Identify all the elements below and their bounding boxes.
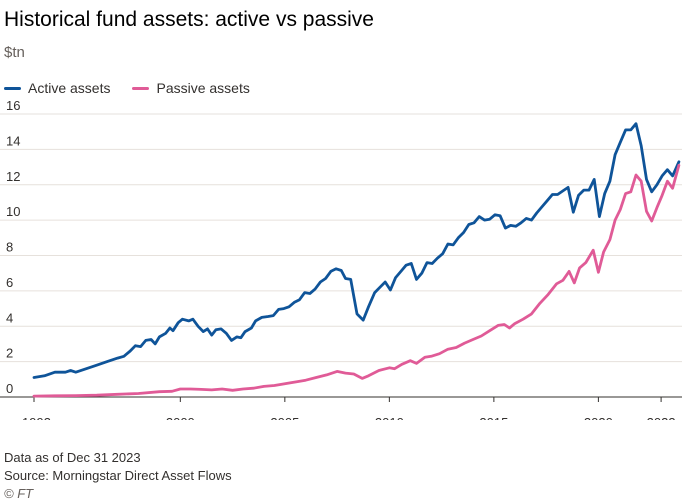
y-tick-label-12: 12 [6, 169, 20, 184]
legend-label-active: Active assets [28, 80, 111, 96]
y-tick-label-2: 2 [6, 346, 13, 361]
legend: Active assets Passive assets [4, 80, 272, 96]
y-tick-label-4: 4 [6, 310, 13, 325]
y-tick-label-10: 10 [6, 204, 20, 219]
data-note: Data as of Dec 31 2023 [4, 450, 141, 465]
y-tick-label-6: 6 [6, 275, 13, 290]
x-axis-ticks: 1993 2000 2005 2010 2015 2020 2023 [22, 397, 676, 420]
legend-item-passive: Passive assets [132, 80, 250, 96]
x-tick-label-2000: 2000 [166, 415, 195, 420]
source-note: Source: Morningstar Direct Asset Flows [4, 468, 232, 483]
footer: Data as of Dec 31 2023 Source: Morningst… [4, 449, 232, 503]
y-tick-label-14: 14 [6, 133, 20, 148]
legend-swatch-passive [132, 86, 150, 90]
x-tick-label-2020: 2020 [584, 415, 613, 420]
y-tick-label-16: 16 [6, 100, 20, 113]
unit-label: $tn [4, 44, 25, 61]
legend-item-active: Active assets [4, 80, 110, 96]
y-axis-ticks: 0 2 4 6 8 10 12 14 16 [6, 100, 20, 396]
series-line-passive [32, 163, 681, 398]
x-tick-label-2005: 2005 [270, 415, 299, 420]
legend-swatch-active [4, 86, 21, 90]
y-tick-label-8: 8 [6, 240, 13, 255]
copyright: © FT [4, 486, 34, 501]
line-chart: 0 2 4 6 8 10 12 14 16 1993 2000 2005 2010 2015 2020 20… [0, 100, 682, 420]
legend-label-passive: Passive assets [156, 80, 250, 96]
series-line-active [32, 122, 681, 379]
x-tick-label-2010: 2010 [375, 415, 404, 420]
x-tick-label-1993: 1993 [22, 415, 51, 420]
x-tick-label-2015: 2015 [479, 415, 508, 420]
x-tick-label-2023: 2023 [647, 415, 676, 420]
y-tick-label-0: 0 [6, 381, 13, 396]
chart-title: Historical fund assets: active vs passiv… [4, 8, 374, 31]
gridlines [0, 113, 682, 398]
series-lines [32, 122, 681, 398]
